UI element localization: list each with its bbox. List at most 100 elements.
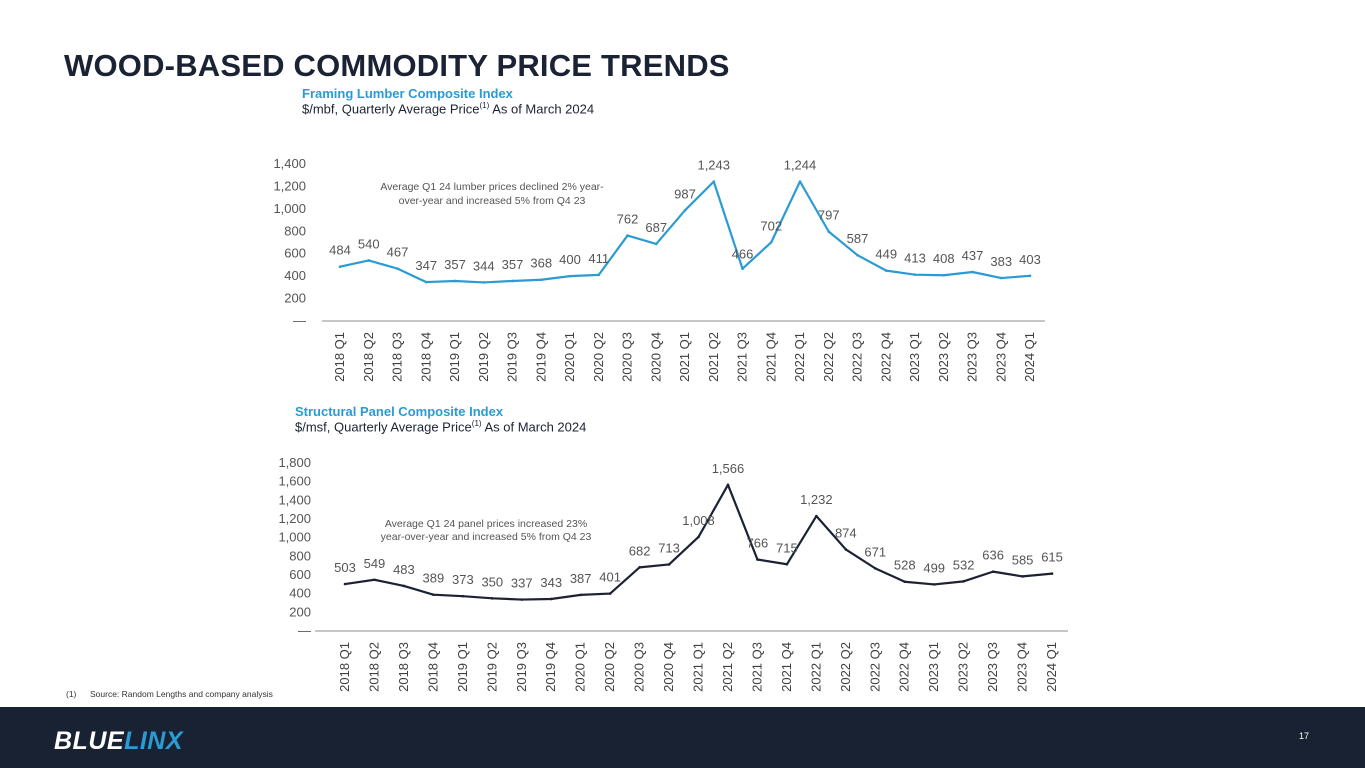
lumber-data-point: [482, 281, 486, 284]
lumber-data-label: 403: [1019, 252, 1041, 267]
panel-data-label: 713: [658, 540, 680, 555]
panel-data-label: 636: [982, 548, 1004, 563]
lumber-subtitle-sup: (1): [479, 101, 490, 110]
panel-x-tick: 2023 Q3: [985, 642, 1000, 692]
panel-data-label: 874: [835, 525, 857, 540]
lumber-x-tick: 2022 Q1: [792, 332, 807, 382]
panel-data-point: [726, 483, 730, 487]
logo-part1: BLUE: [54, 727, 125, 755]
panel-x-tick: 2019 Q3: [514, 642, 529, 692]
lumber-y-tick: 200: [284, 291, 306, 306]
page-title: WOOD-BASED COMMODITY PRICE TRENDS: [64, 48, 730, 83]
panel-data-point: [667, 563, 671, 566]
bluelinx-logo: BLUELINX: [54, 727, 183, 756]
lumber-data-label: 357: [502, 257, 524, 272]
lumber-data-point: [769, 240, 773, 244]
panel-data-label: 671: [864, 544, 886, 559]
lumber-data-point: [999, 276, 1003, 280]
lumber-y-tick: 1,200: [273, 178, 306, 193]
lumber-x-tick: 2018 Q2: [361, 332, 376, 382]
lumber-data-point: [856, 253, 859, 257]
page-number: 17: [1298, 731, 1309, 741]
lumber-data-label: 702: [760, 218, 782, 233]
panel-x-tick: 2019 Q2: [484, 642, 499, 692]
panel-chart-subtitle: $/msf, Quarterly Average Price(1) As of …: [295, 419, 586, 434]
lumber-data-label: 400: [559, 252, 581, 267]
panel-x-tick: 2021 Q3: [749, 642, 764, 692]
lumber-data-label: 347: [415, 258, 437, 273]
panel-x-tick: 2024 Q1: [1044, 642, 1059, 692]
panel-subtitle-text: $/msf, Quarterly Average Price: [295, 419, 472, 435]
panel-data-point: [962, 580, 965, 583]
lumber-annotation-line: over-year and increased 5% from Q4 23: [399, 195, 586, 207]
panel-data-label: 350: [481, 574, 503, 589]
panel-data-label: 387: [570, 571, 592, 586]
lumber-data-label: 987: [674, 186, 696, 201]
lumber-data-label: 540: [358, 236, 380, 251]
lumber-x-tick: 2023 Q2: [936, 332, 951, 382]
footer-bar: BLUELINX 17: [0, 707, 1365, 768]
panel-data-point: [432, 593, 435, 596]
lumber-x-tick: 2022 Q4: [878, 332, 893, 382]
lumber-data-label: 344: [473, 258, 495, 273]
lumber-data-label: 411: [588, 251, 609, 266]
lumber-data-point: [884, 269, 888, 272]
lumber-data-point: [942, 273, 946, 277]
panel-data-point: [1050, 572, 1054, 575]
lumber-data-point: [971, 270, 974, 274]
lumber-y-tick: 800: [284, 223, 306, 238]
panel-data-label: 401: [599, 570, 621, 585]
panel-data-label: 483: [393, 562, 415, 577]
lumber-y-tick: 400: [284, 268, 306, 283]
panel-data-label: 343: [540, 575, 562, 590]
panel-data-label: 1,008: [682, 513, 715, 528]
panel-data-label: 715: [776, 540, 798, 555]
lumber-x-tick: 2023 Q1: [907, 332, 922, 382]
panel-data-point: [579, 593, 582, 597]
lumber-data-point: [511, 279, 514, 283]
lumber-x-tick: 2024 Q1: [1022, 332, 1037, 382]
panel-data-point: [785, 562, 789, 566]
panel-data-point: [343, 582, 347, 586]
panel-y-tick: —: [298, 623, 311, 638]
lumber-x-tick: 2021 Q4: [763, 332, 778, 382]
panel-chart-title: Structural Panel Composite Index: [295, 404, 504, 419]
lumber-data-label: 408: [933, 251, 955, 266]
lumber-data-point: [424, 280, 428, 284]
panel-data-label: 503: [334, 560, 356, 575]
panel-x-tick: 2021 Q2: [720, 642, 735, 692]
panel-data-label: 373: [452, 572, 474, 587]
lumber-data-label: 413: [904, 251, 926, 266]
panel-y-tick: 800: [289, 548, 311, 563]
lumber-x-tick: 2020 Q4: [648, 332, 663, 382]
lumber-data-label: 383: [990, 254, 1012, 269]
lumber-x-tick: 2022 Q2: [821, 332, 836, 382]
lumber-subtitle-suffix: As of March 2024: [489, 101, 595, 117]
panel-x-tick: 2020 Q4: [661, 642, 676, 692]
lumber-x-tick: 2020 Q2: [591, 332, 606, 382]
panel-x-tick: 2018 Q4: [425, 642, 440, 692]
lumber-x-tick: 2021 Q1: [677, 332, 692, 382]
panel-y-tick: 1,400: [278, 492, 311, 507]
panel-y-tick: 1,200: [278, 511, 311, 526]
panel-x-tick: 2019 Q4: [543, 642, 558, 692]
panel-data-point: [402, 584, 406, 588]
panel-data-label: 585: [1012, 552, 1034, 567]
panel-x-tick: 2023 Q2: [956, 642, 971, 692]
lumber-data-label: 449: [875, 247, 897, 262]
lumber-data-label: 687: [645, 220, 667, 235]
panel-data-label: 682: [629, 543, 651, 558]
lumber-x-tick: 2018 Q3: [390, 332, 405, 382]
lumber-data-label: 437: [962, 248, 984, 263]
lumber-x-tick: 2019 Q4: [533, 332, 548, 382]
panel-x-tick: 2022 Q3: [867, 642, 882, 692]
lumber-x-tick: 2019 Q2: [476, 332, 491, 382]
lumber-data-label: 466: [732, 247, 754, 262]
lumber-x-tick: 2023 Q3: [965, 332, 980, 382]
lumber-data-label: 484: [329, 243, 351, 258]
panel-data-point: [1021, 575, 1024, 578]
panel-x-tick: 2023 Q4: [1015, 642, 1030, 692]
panel-data-label: 528: [894, 558, 916, 573]
lumber-x-tick: 2018 Q4: [418, 332, 433, 382]
